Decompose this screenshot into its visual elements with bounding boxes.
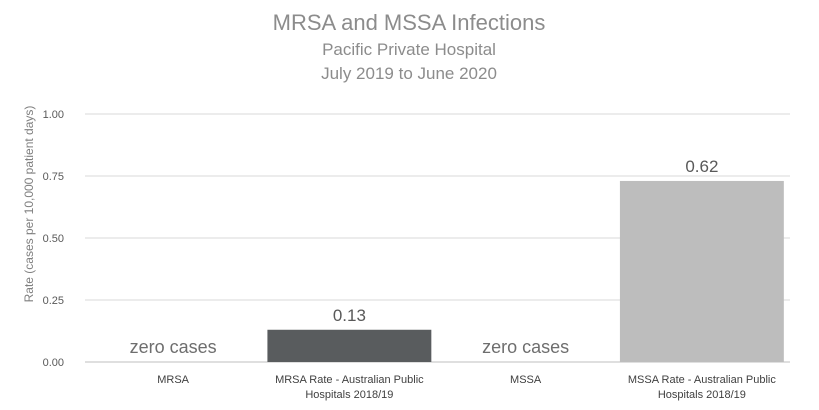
bars xyxy=(267,180,784,362)
zero-cases-label: zero cases xyxy=(130,337,217,357)
bar xyxy=(619,180,784,362)
zero-cases-label: zero cases xyxy=(482,337,569,357)
category-label: MRSA Rate - Australian Public xyxy=(275,374,424,386)
bar-value-label: 0.13 xyxy=(333,306,366,325)
chart-subtitle-line-2: July 2019 to June 2020 xyxy=(321,64,497,83)
category-label: Hospitals 2018/19 xyxy=(305,389,393,401)
data-labels: zero cases 0.13 zero cases 0.62 xyxy=(130,157,719,357)
chart-subtitle-line-1: Pacific Private Hospital xyxy=(322,40,496,59)
chart-title: MRSA and MSSA Infections xyxy=(273,10,546,35)
y-tick-label: 0.50 xyxy=(43,233,64,245)
y-tick-label: 0.00 xyxy=(43,357,64,369)
category-label: MSSA xyxy=(510,374,542,386)
category-labels: MRSA MRSA Rate - Australian Public Hospita… xyxy=(157,374,776,401)
category-label: MSSA Rate - Australian Public xyxy=(628,374,776,386)
bar-value-label: 0.62 xyxy=(685,157,718,176)
y-tick-labels: 0.00 0.25 0.50 0.75 1.00 xyxy=(43,109,64,369)
category-label: Hospitals 2018/19 xyxy=(658,389,746,401)
y-tick-label: 0.25 xyxy=(43,295,64,307)
category-label: MRSA xyxy=(157,374,189,386)
bar xyxy=(267,329,432,362)
y-tick-label: 1.00 xyxy=(43,109,64,121)
y-axis-label: Rate (cases per 10,000 patient days) xyxy=(22,106,36,303)
y-tick-label: 0.75 xyxy=(43,171,64,183)
